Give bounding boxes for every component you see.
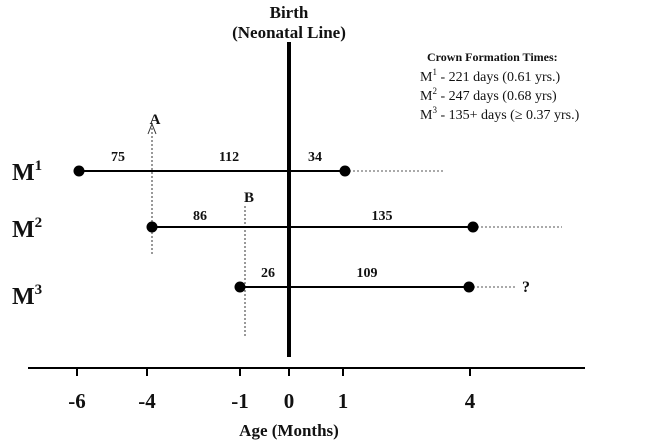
sup: 2	[35, 215, 43, 231]
row-label: M2	[12, 215, 42, 243]
title: Birth	[270, 3, 309, 22]
tick-label: -6	[68, 389, 86, 413]
tick-label: 4	[465, 389, 476, 413]
tick-label: 0	[284, 389, 295, 413]
title: (Neonatal Line)	[232, 23, 346, 42]
marker: B	[244, 190, 254, 206]
row-label: M1	[12, 158, 42, 186]
axis-title: Age (Months)	[239, 421, 339, 440]
tick-label: 1	[338, 389, 349, 413]
dot	[146, 221, 158, 233]
dot	[234, 281, 246, 293]
segment-label: 26	[261, 266, 275, 281]
tick-label: -4	[138, 389, 156, 413]
question: ?	[522, 279, 530, 296]
text: - 221 days (0.61 yrs.)	[437, 70, 561, 85]
legend-item: M3 - 135+ days (≥ 0.37 yrs.)	[420, 105, 580, 123]
dot	[463, 281, 475, 293]
tick-label: -1	[231, 389, 249, 413]
tooth: M	[420, 108, 433, 123]
segment-label: 109	[357, 266, 378, 281]
legend-item: M2 - 247 days (0.68 yrs)	[420, 86, 557, 104]
axis-ticks: -6 -4 -1 0 1 4	[68, 368, 476, 413]
dot	[73, 165, 85, 177]
dot	[339, 165, 351, 177]
sup: 1	[432, 67, 437, 77]
segment-label: 86	[193, 209, 207, 224]
tooth: M	[420, 89, 433, 104]
arrow	[147, 122, 157, 135]
text: - 135+ days (≥ 0.37 yrs.)	[437, 108, 580, 123]
tooth: M	[420, 70, 433, 85]
legend-title: Crown Formation Times:	[427, 50, 558, 64]
segment-label: 135	[372, 209, 393, 224]
sup: 1	[35, 158, 43, 174]
text: - 247 days (0.68 yrs)	[437, 89, 557, 104]
dot	[467, 221, 479, 233]
legend-item: M1 - 221 days (0.61 yrs.)	[420, 67, 561, 85]
tooth: M	[12, 217, 35, 243]
tooth: M	[12, 160, 35, 186]
marker: A	[150, 112, 161, 128]
tooth: M	[12, 284, 35, 310]
sup: 3	[35, 282, 43, 298]
segment-label: 34	[308, 150, 322, 165]
segment-label: 75	[111, 150, 125, 165]
sup: 3	[432, 105, 437, 115]
segment-label: 112	[219, 150, 239, 165]
sup: 2	[432, 86, 437, 96]
row-label: M3	[12, 282, 42, 310]
